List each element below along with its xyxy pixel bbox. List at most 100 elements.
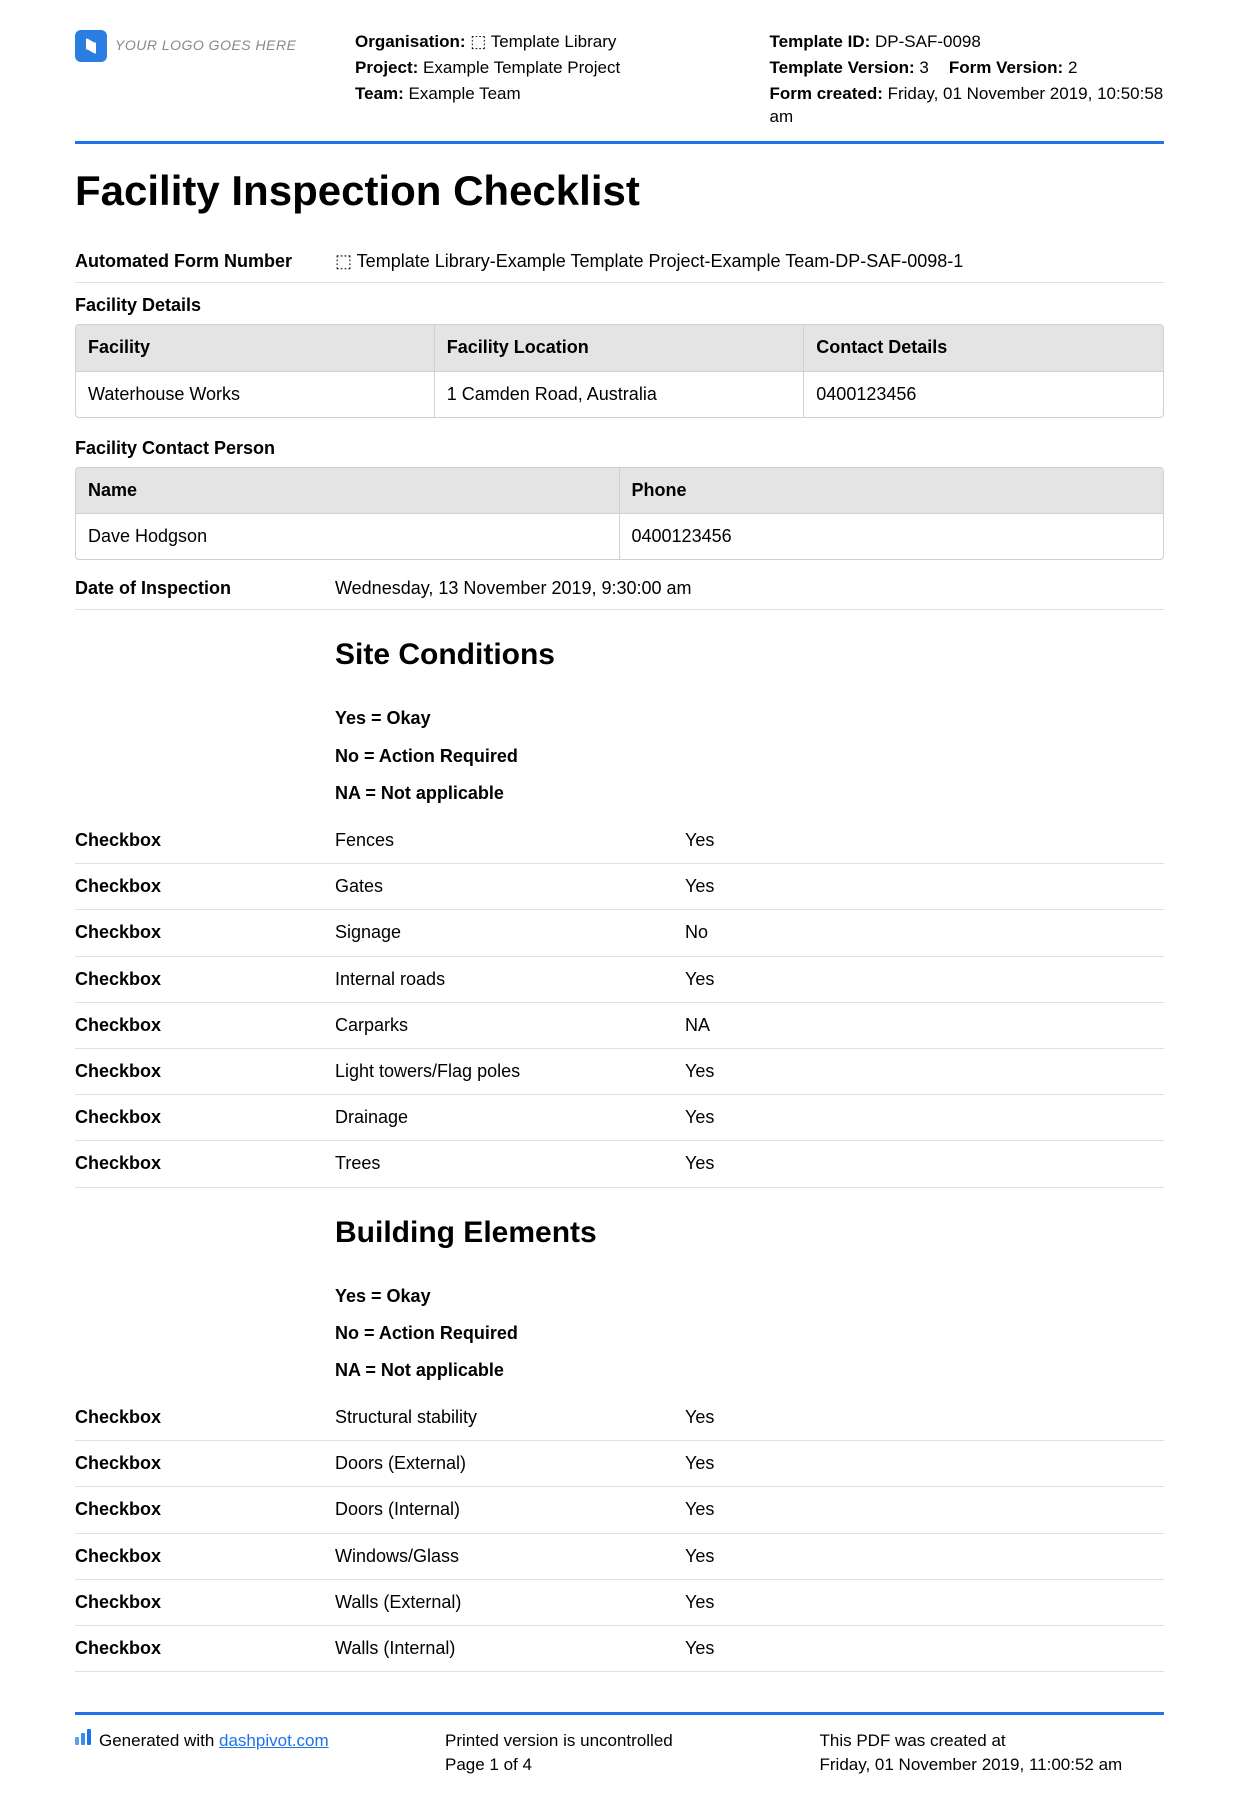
project-value: Example Template Project	[423, 58, 620, 77]
facility-col-2: Contact Details	[804, 325, 1163, 371]
checkbox-label: Checkbox	[75, 1626, 335, 1672]
facility-cell-0: Waterhouse Works	[76, 372, 435, 417]
checklist-item: Walls (Internal)	[335, 1626, 685, 1672]
legend-na: NA = Not applicable	[335, 781, 1164, 806]
contact-person-table: Name Phone Dave Hodgson 0400123456	[75, 467, 1164, 560]
checkbox-label: Checkbox	[75, 1533, 335, 1579]
site-conditions-table: CheckboxFencesYesCheckboxGatesYesCheckbo…	[75, 818, 1164, 1188]
contact-col-0: Name	[76, 468, 620, 514]
facility-cell-2: 0400123456	[804, 372, 1163, 417]
organisation-value: ⬚ Template Library	[470, 32, 616, 51]
checklist-row: CheckboxDoors (Internal)Yes	[75, 1487, 1164, 1533]
bars-icon	[75, 1729, 91, 1745]
facility-cell-1: 1 Camden Road, Australia	[435, 372, 805, 417]
checklist-value: Yes	[685, 1048, 1164, 1094]
template-version-label: Template Version:	[770, 58, 915, 77]
team-label: Team:	[355, 84, 404, 103]
template-version-value: 3	[919, 58, 928, 77]
checkbox-label: Checkbox	[75, 956, 335, 1002]
checklist-row: CheckboxLight towers/Flag polesYes	[75, 1048, 1164, 1094]
checklist-row: CheckboxSignageNo	[75, 910, 1164, 956]
checklist-item: Trees	[335, 1141, 685, 1187]
checkbox-label: Checkbox	[75, 864, 335, 910]
legend-na-2: NA = Not applicable	[335, 1358, 1164, 1383]
inspection-date-value: Wednesday, 13 November 2019, 9:30:00 am	[335, 576, 1164, 601]
checklist-row: CheckboxInternal roadsYes	[75, 956, 1164, 1002]
checklist-item: Drainage	[335, 1095, 685, 1141]
checklist-item: Doors (External)	[335, 1441, 685, 1487]
checklist-row: CheckboxFencesYes	[75, 818, 1164, 864]
pdf-created-value: Friday, 01 November 2019, 11:00:52 am	[820, 1753, 1165, 1777]
checklist-row: CheckboxGatesYes	[75, 864, 1164, 910]
facility-col-1: Facility Location	[435, 325, 805, 371]
checkbox-label: Checkbox	[75, 910, 335, 956]
checklist-item: Gates	[335, 864, 685, 910]
legend-no: No = Action Required	[335, 744, 1164, 769]
legend-no-2: No = Action Required	[335, 1321, 1164, 1346]
checklist-item: Signage	[335, 910, 685, 956]
checklist-row: CheckboxWalls (External)Yes	[75, 1579, 1164, 1625]
checklist-row: CheckboxTreesYes	[75, 1141, 1164, 1187]
facility-col-0: Facility	[76, 325, 435, 371]
checklist-row: CheckboxWindows/GlassYes	[75, 1533, 1164, 1579]
checklist-value: Yes	[685, 1579, 1164, 1625]
template-id-value: DP-SAF-0098	[875, 32, 981, 51]
contact-cell-1: 0400123456	[620, 514, 1164, 559]
checkbox-label: Checkbox	[75, 1095, 335, 1141]
checklist-item: Structural stability	[335, 1395, 685, 1441]
checkbox-label: Checkbox	[75, 1441, 335, 1487]
page-indicator: Page 1 of 4	[445, 1753, 790, 1777]
legend-yes-2: Yes = Okay	[335, 1284, 1164, 1309]
site-conditions-heading: Site Conditions	[335, 634, 1164, 676]
form-created-label: Form created:	[770, 84, 883, 103]
automated-form-number-value: ⬚ Template Library-Example Template Proj…	[335, 249, 1164, 274]
pdf-created-label: This PDF was created at	[820, 1729, 1165, 1753]
checklist-item: Carparks	[335, 1002, 685, 1048]
facility-details-label: Facility Details	[75, 283, 1164, 324]
checklist-value: Yes	[685, 956, 1164, 1002]
contact-cell-0: Dave Hodgson	[76, 514, 620, 559]
checklist-value: Yes	[685, 1141, 1164, 1187]
checkbox-label: Checkbox	[75, 1487, 335, 1533]
checklist-item: Fences	[335, 818, 685, 864]
form-version-value: 2	[1068, 58, 1077, 77]
logo-column: YOUR LOGO GOES HERE	[75, 30, 335, 131]
checkbox-label: Checkbox	[75, 818, 335, 864]
inspection-date-row: Date of Inspection Wednesday, 13 Novembe…	[75, 568, 1164, 610]
checklist-value: Yes	[685, 818, 1164, 864]
generated-prefix: Generated with	[99, 1731, 219, 1750]
checklist-row: CheckboxDrainageYes	[75, 1095, 1164, 1141]
document-footer: Generated with dashpivot.com Printed ver…	[75, 1712, 1164, 1777]
project-label: Project:	[355, 58, 418, 77]
form-version-label: Form Version:	[949, 58, 1063, 77]
checklist-row: CheckboxDoors (External)Yes	[75, 1441, 1164, 1487]
checklist-value: Yes	[685, 864, 1164, 910]
automated-form-number-label: Automated Form Number	[75, 249, 335, 274]
uncontrolled-text: Printed version is uncontrolled	[445, 1729, 790, 1753]
checklist-value: Yes	[685, 1095, 1164, 1141]
meta-right: Template ID: DP-SAF-0098 Template Versio…	[770, 30, 1165, 131]
checklist-row: CheckboxWalls (Internal)Yes	[75, 1626, 1164, 1672]
dashpivot-link[interactable]: dashpivot.com	[219, 1731, 329, 1750]
checklist-value: Yes	[685, 1395, 1164, 1441]
logo-text: YOUR LOGO GOES HERE	[115, 36, 296, 56]
building-elements-table: CheckboxStructural stabilityYesCheckboxD…	[75, 1395, 1164, 1672]
checklist-value: Yes	[685, 1626, 1164, 1672]
page-title: Facility Inspection Checklist	[75, 162, 1164, 221]
checklist-value: Yes	[685, 1533, 1164, 1579]
facility-details-table: Facility Facility Location Contact Detai…	[75, 324, 1164, 417]
checkbox-label: Checkbox	[75, 1395, 335, 1441]
template-id-label: Template ID:	[770, 32, 871, 51]
meta-left: Organisation: ⬚ Template Library Project…	[355, 30, 750, 131]
checklist-value: No	[685, 910, 1164, 956]
legend-yes: Yes = Okay	[335, 706, 1164, 731]
checklist-item: Doors (Internal)	[335, 1487, 685, 1533]
checkbox-label: Checkbox	[75, 1002, 335, 1048]
checklist-row: CheckboxStructural stabilityYes	[75, 1395, 1164, 1441]
checklist-item: Internal roads	[335, 956, 685, 1002]
checkbox-label: Checkbox	[75, 1048, 335, 1094]
automated-form-number-row: Automated Form Number ⬚ Template Library…	[75, 241, 1164, 283]
team-value: Example Team	[409, 84, 521, 103]
checkbox-label: Checkbox	[75, 1141, 335, 1187]
contact-person-label: Facility Contact Person	[75, 426, 1164, 467]
